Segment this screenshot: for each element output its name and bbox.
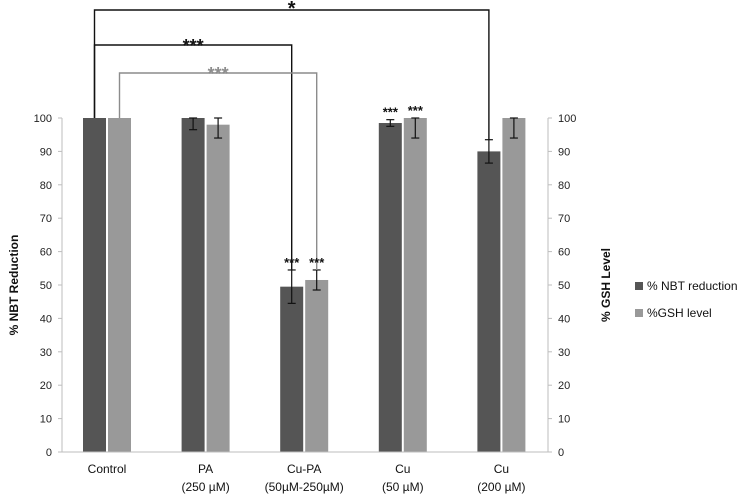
- y-tick-label-right: 60: [558, 247, 570, 259]
- bar-annotation: ***: [284, 255, 300, 270]
- x-tick-label: (50 µM): [382, 480, 424, 494]
- y-tick-label-right: 90: [558, 146, 570, 158]
- y-tick-label-right: 10: [558, 414, 570, 426]
- y-tick-label-left: 90: [40, 146, 52, 158]
- y-tick-label-left: 10: [40, 414, 52, 426]
- bar: [181, 118, 205, 452]
- bar: [108, 118, 131, 452]
- bar-annotation: ***: [408, 103, 424, 118]
- y-tick-label-left: 30: [40, 347, 52, 359]
- y-tick-label-left: 80: [40, 180, 52, 192]
- x-tick-label: (50µM-250µM): [265, 480, 344, 494]
- legend-swatch: [635, 282, 643, 290]
- y-tick-label-right: 100: [558, 113, 576, 125]
- significance-bracket: [118, 72, 318, 270]
- bar: [305, 279, 329, 452]
- significance-bracket: [93, 44, 293, 270]
- y-tick-label-right: 20: [558, 380, 570, 392]
- bar: [83, 118, 106, 452]
- bar: [502, 118, 526, 452]
- y-tick-label-right: 70: [558, 213, 570, 225]
- x-tick-label: Cu: [395, 462, 410, 476]
- y-tick-label-right: 50: [558, 280, 570, 292]
- y-tick-label-left: 20: [40, 380, 52, 392]
- y-axis-right-title: % GSH Level: [599, 248, 613, 322]
- y-tick-label-right: 0: [558, 447, 564, 459]
- legend-swatch: [635, 309, 643, 317]
- bar: [403, 118, 427, 452]
- significance-label: ***: [208, 64, 229, 84]
- x-tick-label: Control: [88, 462, 127, 476]
- x-tick-label: Cu-PA: [287, 462, 321, 476]
- y-tick-label-right: 80: [558, 180, 570, 192]
- significance-label: ***: [183, 36, 204, 56]
- bar-annotation: ***: [309, 255, 325, 270]
- y-axis-left-title: % NBT Reduction: [7, 235, 21, 336]
- y-tick-label-left: 0: [46, 447, 52, 459]
- y-tick-label-left: 50: [40, 280, 52, 292]
- legend-label: % NBT reduction: [647, 279, 738, 293]
- y-tick-label-left: 40: [40, 313, 52, 325]
- x-tick-label: Cu: [494, 462, 509, 476]
- bar: [477, 151, 501, 452]
- bar: [206, 124, 230, 453]
- bar-annotation: ***: [383, 105, 399, 120]
- x-tick-label: PA: [198, 462, 213, 476]
- y-tick-label-right: 40: [558, 313, 570, 325]
- y-tick-label-left: 70: [40, 213, 52, 225]
- y-tick-label-left: 100: [34, 113, 52, 125]
- bar: [378, 123, 402, 452]
- y-tick-label-left: 60: [40, 247, 52, 259]
- significance-label: *: [288, 0, 296, 20]
- x-tick-label: (200 µM): [477, 480, 525, 494]
- bar: [280, 286, 304, 452]
- legend-label: %GSH level: [647, 306, 712, 320]
- x-tick-label: (250 µM): [181, 480, 229, 494]
- y-tick-label-right: 30: [558, 347, 570, 359]
